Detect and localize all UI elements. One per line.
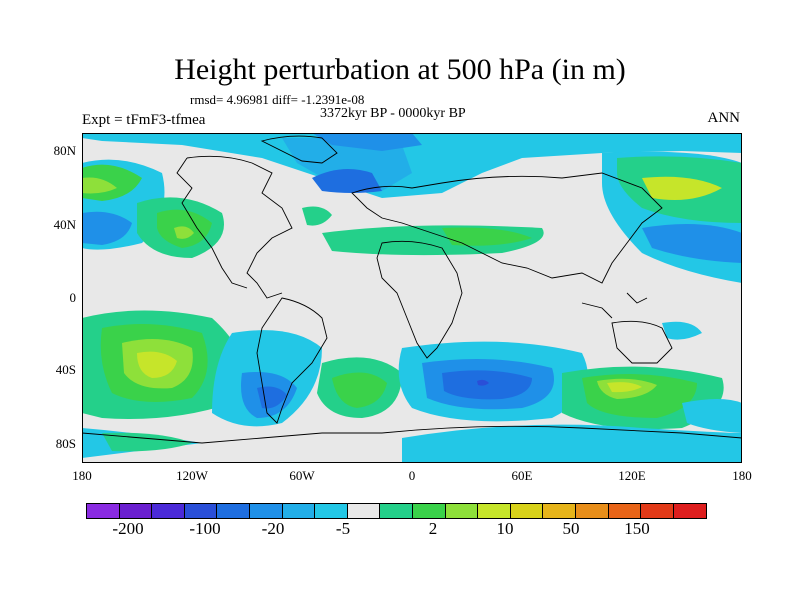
colorbar-swatch xyxy=(608,504,642,518)
lat-tick-0: 0 xyxy=(69,290,77,305)
eurasia-coast xyxy=(351,172,663,284)
namerica-west-coast xyxy=(176,157,248,289)
colorbar-swatch xyxy=(119,504,153,518)
namerica-coast xyxy=(186,155,293,299)
antarctica-coast xyxy=(381,425,742,439)
lat-tick-80s: 80S xyxy=(55,436,76,451)
map-panel xyxy=(82,133,742,463)
greenland-coast xyxy=(260,135,338,164)
north-cyan-band xyxy=(82,133,742,198)
lon-tick-120e: 120E xyxy=(618,468,646,483)
lat-tick-80n: 80N xyxy=(53,143,76,158)
namerica-yellow xyxy=(174,226,194,239)
colorbar-label-150: 150 xyxy=(624,519,650,538)
colorbar-swatch xyxy=(478,504,511,518)
lon-tick-180e: 180 xyxy=(732,468,752,483)
contour-map xyxy=(82,133,742,463)
colorbar-swatch xyxy=(575,504,609,518)
lon-tick-0: 0 xyxy=(408,468,416,483)
eurasia-green2 xyxy=(442,227,532,246)
colorbar-swatch xyxy=(445,504,479,518)
colorbar-swatch xyxy=(347,504,381,518)
lon-tick-120w: 120W xyxy=(176,468,208,483)
colorbar-swatch xyxy=(673,504,707,518)
colorbar-swatch xyxy=(380,504,413,518)
africa-coast xyxy=(376,240,463,359)
season-label: ANN xyxy=(707,110,741,126)
colorbar-swatch xyxy=(249,504,283,518)
colorbar-label-50: 50 xyxy=(562,519,580,538)
antarctic-se-cyan xyxy=(682,399,742,433)
indian-core xyxy=(477,379,489,386)
ne-pacific-yellow xyxy=(642,176,722,201)
lat-tick-40n: 40N xyxy=(53,217,76,232)
north-blue-patch xyxy=(282,138,412,191)
epacific-cyan xyxy=(662,321,702,340)
colorbar-swatch xyxy=(315,504,348,518)
australia-coast xyxy=(611,320,673,364)
colorbar-swatch xyxy=(543,504,576,518)
pacific-nw-blue xyxy=(82,211,132,245)
indonesia-coast xyxy=(581,292,648,319)
indian-deep xyxy=(442,370,532,400)
colorbar-swatch xyxy=(184,504,218,518)
north-deep-blue xyxy=(312,169,382,193)
south-pacific-yellow2 xyxy=(137,351,177,378)
antarctic-sw-green xyxy=(102,432,192,452)
colorbar-label-neg5: -5 xyxy=(335,519,351,538)
lat-tick-40s: 40S xyxy=(55,362,76,377)
samerica-deep xyxy=(257,386,287,409)
colorbar-label-neg200: -200 xyxy=(112,519,144,538)
antarctic-cyan xyxy=(402,424,742,463)
atlantic-green-small xyxy=(302,206,332,226)
colorbar-swatch xyxy=(641,504,674,518)
colorbar-swatch xyxy=(412,504,446,518)
satlantic-green2 xyxy=(332,372,387,408)
lon-tick-60w: 60W xyxy=(289,468,315,483)
saustralia-yellow2 xyxy=(607,382,642,393)
colorbar xyxy=(86,503,708,519)
stats-text: rmsd= 4.96981 diff= -1.2391e-08 xyxy=(190,92,365,107)
coastlines xyxy=(82,135,742,444)
samerica-coast xyxy=(256,297,328,424)
arctic-blue xyxy=(312,133,422,151)
colorbar-label-neg100: -100 xyxy=(189,519,221,538)
colorbar-swatch xyxy=(152,504,185,518)
colorbar-swatch xyxy=(217,504,250,518)
colorbar-label-2: 2 xyxy=(428,519,438,538)
lon-tick-60e: 60E xyxy=(511,468,533,483)
experiment-label: Expt = tFmF3-tfmea xyxy=(82,112,206,128)
colorbar-swatch xyxy=(510,504,544,518)
period-text: 3372kyr BP - 0000kyr BP xyxy=(320,106,466,121)
colorbar-swatch xyxy=(282,504,316,518)
colorbar-swatch xyxy=(87,504,120,518)
colorbar-label-neg20: -20 xyxy=(261,519,285,538)
map-title: Height perturbation at 500 hPa (in m) xyxy=(174,53,626,86)
pacific-nw-yellow xyxy=(82,177,117,194)
lon-tick-180w: 180 xyxy=(72,468,92,483)
ne-pacific-blue xyxy=(642,224,742,263)
map-border xyxy=(82,133,742,463)
colorbar-label-10: 10 xyxy=(496,519,514,538)
antarctica-coast-west xyxy=(82,432,382,444)
